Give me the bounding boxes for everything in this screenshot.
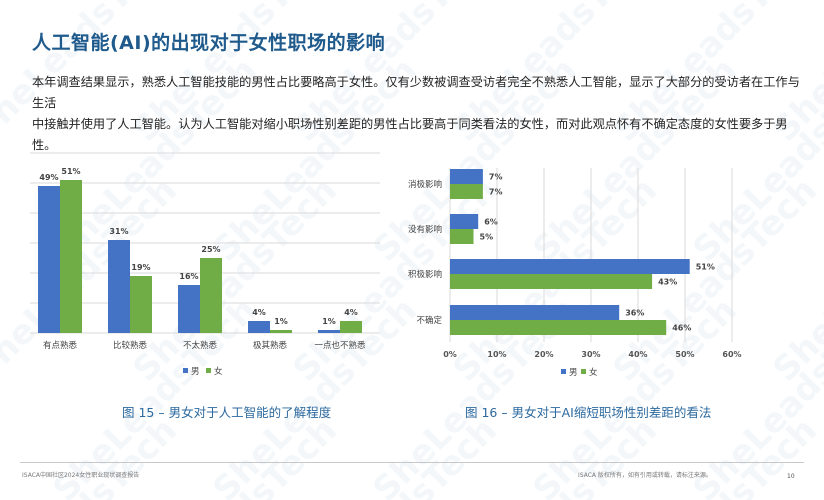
bar-female	[60, 180, 82, 333]
watermark-text: SheLeadsTech	[125, 410, 344, 500]
chart-ai-familiarity-svg: 49%51% 有点熟悉 31% 19% 比较熟悉 16% 25% 不太熟悉 4% 1% 极其熟悉 1%…	[30, 152, 380, 377]
data-label: 16%	[179, 272, 198, 281]
data-label: 5%	[480, 233, 494, 242]
paragraph-line-1: 本年调查结果显示，熟悉人工智能技能的男性占比要略高于女性。仅有少数被调查受访者完…	[32, 75, 800, 110]
bar-female	[340, 321, 362, 333]
legend-male-swatch	[561, 369, 566, 374]
category-label: 没有影响	[408, 224, 442, 235]
bar-female	[200, 258, 222, 333]
chart-ai-gender-gap-svg: 0% 10% 20% 30% 40% 50% 60% 7% 7% 消极影响 6% 5% 没有影响 51% 4…	[408, 168, 742, 378]
data-label: 7%	[489, 173, 503, 182]
bar-female	[270, 330, 292, 333]
data-label: 36%	[625, 309, 644, 318]
data-label: 19%	[131, 263, 150, 272]
watermark-text: SheLeadsTech	[445, 410, 664, 500]
data-label: 51%	[61, 167, 80, 176]
data-label: 1%	[322, 317, 336, 326]
category-label: 积极影响	[408, 269, 442, 280]
bar-female	[450, 229, 474, 244]
category-label: 极其熟悉	[253, 340, 288, 351]
data-label: 1%	[274, 317, 288, 326]
legend-female-label: 女	[214, 366, 223, 377]
bar-male	[248, 321, 270, 333]
category-label: 不太熟悉	[183, 340, 218, 351]
bar-female	[450, 274, 653, 289]
bar-male	[450, 169, 483, 184]
x-tick-label: 10%	[487, 350, 506, 359]
paragraph-line-2: 中接触并使用了人工智能。认为人工智能对缩小职场性别差距的男性占比要高于同类看法的…	[32, 117, 788, 152]
footer-copyright: ISACA 版权所有，如有引用或转载，请标注来源。	[578, 472, 712, 479]
x-tick-label: 30%	[581, 350, 600, 359]
data-label: 7%	[489, 188, 503, 197]
x-tick-label: 0%	[443, 350, 457, 359]
bar-male	[318, 330, 340, 333]
category-label: 一点也不熟悉	[314, 340, 366, 351]
data-label: 43%	[658, 278, 677, 287]
data-label: 4%	[252, 308, 266, 317]
intro-paragraph: 本年调查结果显示，熟悉人工智能技能的男性占比要略高于女性。仅有少数被调查受访者完…	[32, 72, 802, 156]
footer-divider	[20, 462, 804, 463]
legend-female-swatch	[206, 368, 211, 373]
bar-male	[178, 285, 200, 333]
legend-male-label: 男	[569, 368, 578, 378]
category-label: 不确定	[416, 315, 442, 326]
legend-female-swatch	[581, 369, 586, 374]
data-label: 46%	[672, 324, 691, 333]
legend-female-label: 女	[589, 367, 598, 378]
bar-male	[450, 214, 479, 229]
bar-female	[130, 276, 152, 333]
data-label: 25%	[201, 245, 220, 254]
footer-report-title: ISACA中国社区2024女性职业现状调查报告	[22, 472, 140, 479]
watermark-text: SheLeadsTech	[285, 410, 504, 500]
watermark-text: SheLeadsTech	[0, 410, 185, 500]
bar-female	[450, 184, 483, 199]
watermark-text: SheLeadsTech	[765, 410, 824, 500]
page-title: 人工智能(AI)的出现对于女性职场的影响	[32, 32, 386, 54]
category-label: 有点熟悉	[43, 340, 78, 351]
data-label: 49%	[39, 173, 58, 182]
bar-male	[108, 240, 130, 333]
bar-male	[450, 305, 620, 320]
x-tick-label: 20%	[534, 350, 553, 359]
bar-male	[38, 186, 60, 333]
figure-15-caption: 图 15 – 男女对于人工智能的了解程度	[122, 405, 332, 420]
category-label: 消极影响	[408, 179, 442, 190]
page-number: 10	[787, 473, 795, 480]
data-label: 51%	[696, 263, 715, 272]
data-label: 6%	[484, 218, 498, 227]
bar-female	[450, 320, 667, 335]
legend-male-label: 男	[191, 367, 200, 377]
category-label: 比较熟悉	[113, 340, 148, 351]
data-label: 4%	[344, 308, 358, 317]
watermark-text: SheLeadsTech	[605, 410, 824, 500]
x-tick-label: 40%	[628, 350, 647, 359]
chart-ai-familiarity: 49% 51% 有点熟悉 31% 19% 比较熟悉 16% 25% 不太熟悉 4% 1% 极其熟悉 1%…	[30, 150, 390, 390]
x-tick-label: 60%	[722, 350, 741, 359]
data-label: 31%	[109, 227, 128, 236]
chart-ai-gender-gap: 0% 10% 20% 30% 40% 50% 60% 7% 7% 消极影响 6% 5% 没有影响 51% 4…	[400, 160, 810, 390]
x-tick-label: 50%	[675, 350, 694, 359]
figure-16-caption: 图 16 – 男女对于AI缩短职场性别差距的看法	[465, 405, 712, 420]
legend-male-swatch	[183, 368, 188, 373]
bar-male	[450, 259, 690, 274]
